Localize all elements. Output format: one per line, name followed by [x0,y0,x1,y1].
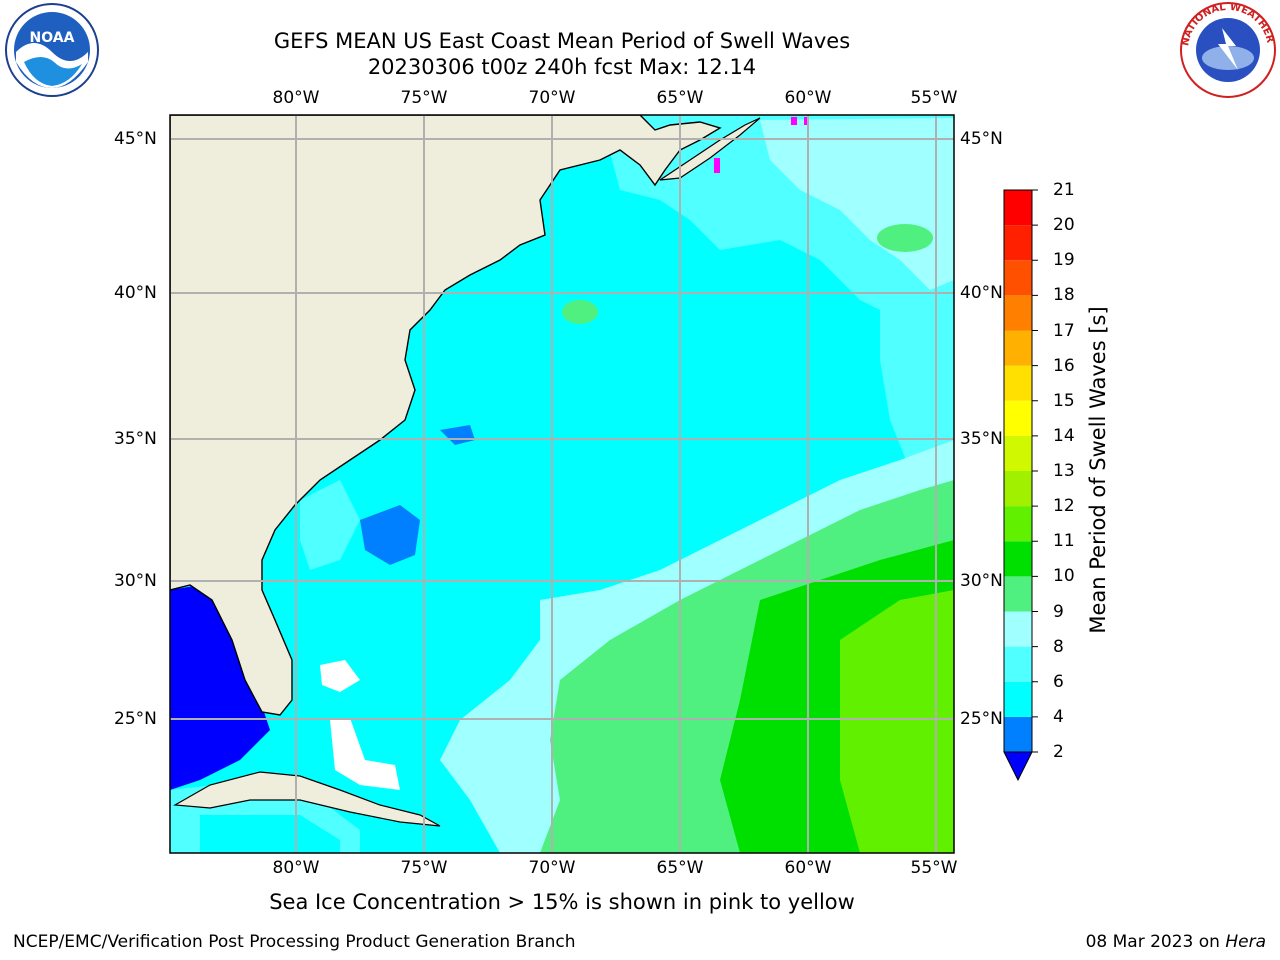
lat-label-right: 30°N [960,571,1003,591]
map-title: GEFS MEAN US East Coast Mean Period of S… [273,29,851,53]
map-subtitle: 20230306 t00z 240h fcst Max: 12.14 [367,55,757,79]
colorbar-tick-label: 2 [1053,742,1064,762]
colorbar-segment [1004,646,1032,682]
bahamas-shallow [330,718,400,790]
sea-ice-mark [714,158,720,173]
colorbar-tick-label: 10 [1053,566,1075,587]
colorbar-segment [1004,435,1032,471]
footer-date: 08 Mar 2023 on Hera [1086,932,1266,952]
colorbar-tick-label: 15 [1053,390,1075,411]
colorbar-tick-label: 18 [1053,285,1075,306]
lat-label-right: 45°N [960,129,1003,149]
colorbar-segment [1004,716,1032,752]
colorbar-tick-label: 19 [1053,250,1075,271]
lon-label-bottom: 60°W [784,858,832,878]
lat-label-right: 40°N [960,283,1003,303]
colorbar-segment [1004,260,1032,296]
colorbar-tick-label: 6 [1053,671,1064,692]
footer-machine: Hera [1225,932,1266,952]
lat-label-left: 40°N [114,283,157,303]
bahamas-shallow [320,660,360,692]
footer-date-text: 08 Mar 2023 on [1085,932,1220,952]
sea-ice-mark [804,117,808,125]
colorbar-segment [1004,225,1032,261]
colorbar-segment [1004,681,1032,717]
colorbar-segment [1004,576,1032,612]
colorbar-tick-label: 13 [1053,461,1075,481]
caribbean-base [200,815,340,853]
lon-label-top: 75°W [400,88,448,108]
colorbar-tick-label: 8 [1053,636,1064,657]
colorbar-segment [1004,190,1032,226]
colorbar-label: Mean Period of Swell Waves [s] [1086,306,1110,634]
map-frame [169,114,955,854]
swell-field-green-patch [562,300,598,324]
gulf-of-mexico [170,585,270,790]
lon-label-bottom: 75°W [400,858,448,878]
noaa-logo: NOAA [5,3,99,97]
colorbar-tick-label: 4 [1053,706,1064,727]
colorbar-segment [1004,541,1032,577]
colorbar-segment [1004,611,1032,647]
colorbar-tick-label: 20 [1053,215,1075,236]
lon-label-top: 60°W [784,88,832,108]
lon-label-top: 80°W [272,88,320,108]
colorbar-tick-label: 17 [1053,320,1075,341]
colorbar-segment [1004,330,1032,366]
nws-logo: NATIONAL WEATHER SERVICE [1178,0,1276,98]
swell-field-green-patch [877,224,933,252]
lat-label-left: 25°N [114,709,157,729]
lat-label-left: 35°N [114,429,157,449]
colorbar-tick-label: 21 [1053,180,1075,200]
colorbar-tick-label: 11 [1053,531,1075,552]
colorbar-min-arrow [1003,751,1033,782]
colorbar-segment [1004,295,1032,331]
colorbar-segment [1004,506,1032,542]
sea-ice-note: Sea Ice Concentration > 15% is shown in … [269,890,855,914]
lat-label-right: 35°N [960,429,1003,449]
lon-label-top: 55°W [910,88,958,108]
lon-label-top: 70°W [528,88,576,108]
lon-label-bottom: 65°W [656,858,704,878]
swell-field-yellowgreen [840,590,954,853]
lat-label-left: 30°N [114,571,157,591]
colorbar-tick-label: 9 [1053,601,1064,622]
colorbar-segment [1004,365,1032,401]
colorbar-tick-label: 14 [1053,425,1075,446]
svg-text:NOAA: NOAA [30,30,75,46]
lon-label-bottom: 55°W [910,858,958,878]
lon-label-bottom: 80°W [272,858,320,878]
swell-field-blue-patch [360,505,420,565]
lat-label-right: 25°N [960,709,1003,729]
land-cuba [173,771,441,827]
lat-label-left: 45°N [114,129,157,149]
swell-field-light-coastal [300,480,360,570]
land-nova-scotia [659,117,761,181]
colorbar-tick-label: 16 [1053,355,1075,376]
footer-credit: NCEP/EMC/Verification Post Processing Pr… [13,932,576,952]
colorbar-segment [1004,471,1032,507]
graticule [170,115,954,853]
colorbar-segment [1004,400,1032,436]
lon-label-bottom: 70°W [528,858,576,878]
lon-label-top: 65°W [656,88,704,108]
colorbar [1003,189,1038,782]
colorbar-tick-label: 12 [1053,496,1075,517]
sea-ice-mark [791,117,797,125]
